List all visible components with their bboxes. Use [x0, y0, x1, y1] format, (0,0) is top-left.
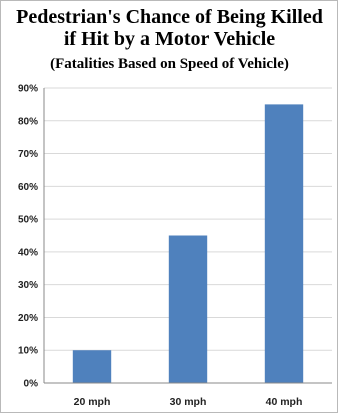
- chart-title-line-1: Pedestrian's Chance of Being Killed: [16, 6, 323, 28]
- y-tick-label: 60%: [18, 182, 38, 193]
- tick-labels: 0% 10% 20% 30% 40% 50% 60% 70% 80% 90% 20 mph 30 mp…: [18, 84, 302, 409]
- y-tick-label: 50%: [18, 215, 38, 226]
- chart-title-line-2: if Hit by a Motor Vehicle: [63, 28, 276, 50]
- y-tick-label: 0%: [24, 379, 39, 390]
- y-tick-label: 70%: [18, 149, 38, 160]
- bar-30-mph: [168, 235, 208, 383]
- y-tick-label: 20%: [18, 313, 38, 324]
- chart-subtitle: (Fatalities Based on Speed of Vehicle): [50, 56, 289, 72]
- y-tick-label: 90%: [18, 84, 38, 95]
- x-tick-label: 20 mph: [74, 396, 111, 408]
- bar-40-mph: [264, 104, 304, 383]
- y-tick-label: 30%: [18, 280, 38, 291]
- y-tick-label: 80%: [18, 116, 38, 127]
- axes: [43, 88, 332, 384]
- chart-title-block: Pedestrian's Chance of Being Killed if H…: [0, 6, 339, 73]
- y-tick-label: 10%: [18, 346, 38, 357]
- x-tick-label: 40 mph: [266, 396, 303, 408]
- bar-20-mph: [72, 350, 112, 383]
- x-tick-label: 30 mph: [170, 396, 207, 408]
- y-tick-label: 40%: [18, 247, 38, 258]
- bars: [72, 104, 304, 383]
